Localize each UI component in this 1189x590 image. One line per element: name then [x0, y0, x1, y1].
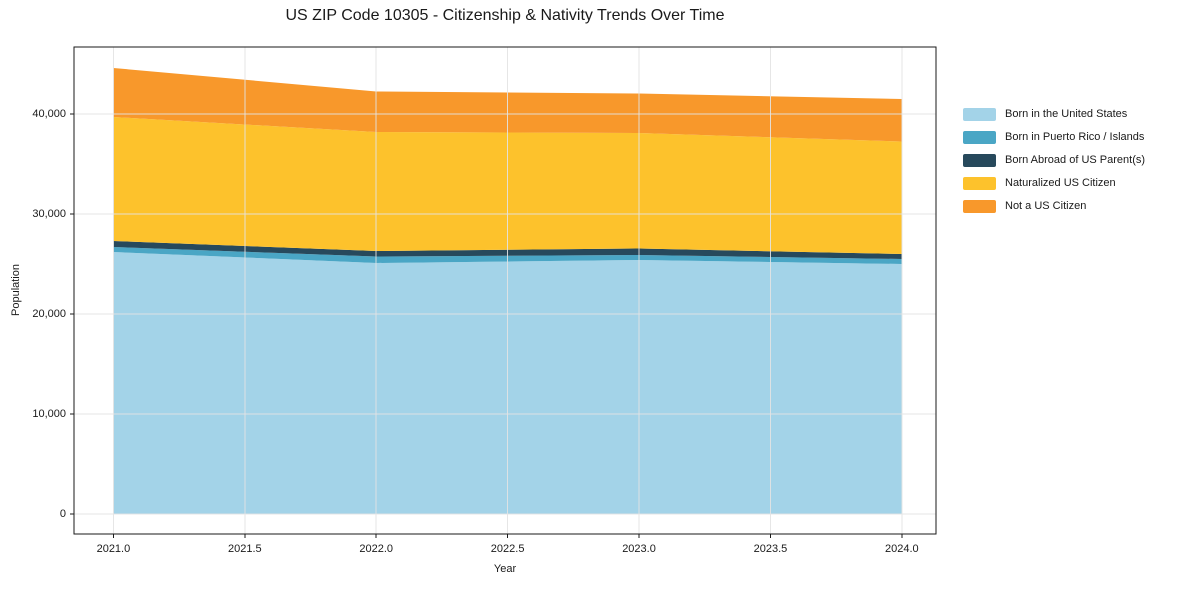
legend-entry: Naturalized US Citizen	[963, 177, 1145, 190]
x-axis-label: Year	[493, 563, 517, 575]
legend-label: Born in Puerto Rico / Islands	[1005, 131, 1145, 143]
legend-swatch-icon	[963, 177, 996, 190]
y-tick-label: 30,000	[32, 208, 66, 220]
x-tick-label: 2024.0	[885, 543, 919, 555]
legend-entry: Born in the United States	[963, 108, 1145, 121]
legend-label: Not a US Citizen	[1005, 200, 1087, 212]
y-tick-label: 10,000	[32, 408, 66, 420]
legend-entry: Born in Puerto Rico / Islands	[963, 131, 1145, 144]
legend-swatch-icon	[963, 108, 996, 121]
y-tick-label: 0	[59, 508, 66, 520]
area-series-1	[113, 247, 902, 264]
x-tick-label: 2022.5	[490, 543, 525, 555]
x-tick-label: 2023.0	[622, 543, 656, 555]
plot-frame	[73, 46, 937, 535]
legend-swatch-icon	[963, 200, 996, 213]
x-tick-label: 2021.0	[96, 543, 131, 555]
y-tick-label: 20,000	[32, 308, 66, 320]
x-tick-label: 2023.5	[753, 543, 788, 555]
legend-entry: Not a US Citizen	[963, 200, 1145, 213]
legend-label: Naturalized US Citizen	[1005, 177, 1116, 189]
legend: Born in the United States Born in Puerto …	[963, 108, 1145, 223]
x-tick-label: 2022.0	[359, 543, 394, 555]
legend-swatch-icon	[963, 131, 996, 144]
y-tick-label: 40,000	[32, 108, 66, 120]
legend-label: Born in the United States	[1005, 108, 1128, 120]
chart-title: US ZIP Code 10305 - Citizenship & Nativi…	[285, 7, 725, 24]
x-tick-label: 2021.5	[227, 543, 262, 555]
legend-label: Born Abroad of US Parent(s)	[1005, 154, 1146, 166]
legend-entry: Born Abroad of US Parent(s)	[963, 154, 1145, 167]
legend-swatch-icon	[963, 154, 996, 167]
